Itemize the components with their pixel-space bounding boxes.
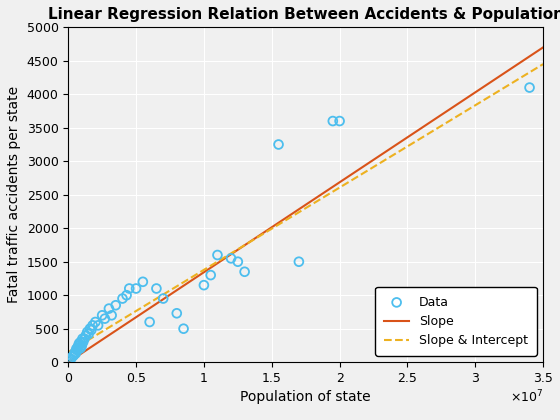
Data (74, 340, 83, 347)
Data (335, 118, 344, 124)
Data (100, 315, 109, 322)
Data (80, 336, 89, 342)
Data (111, 302, 120, 309)
Data (213, 252, 222, 258)
Title: Linear Regression Relation Between Accidents & Population: Linear Regression Relation Between Accid… (48, 7, 560, 22)
Data (138, 278, 147, 285)
Y-axis label: Fatal traffic accidents per state: Fatal traffic accidents per state (7, 86, 21, 303)
Data (179, 326, 188, 332)
Data (68, 354, 77, 360)
Data (118, 295, 127, 302)
Data (295, 258, 304, 265)
Data (145, 319, 154, 326)
Data (97, 312, 106, 319)
Data (132, 285, 141, 292)
Data (73, 347, 82, 354)
Data (78, 336, 87, 342)
X-axis label: Population of state: Population of state (240, 391, 371, 404)
Data (71, 349, 80, 355)
Data (76, 339, 85, 345)
Data (199, 282, 208, 289)
Data (70, 351, 79, 357)
Data (125, 285, 134, 292)
Data (274, 141, 283, 148)
Data (206, 272, 215, 278)
Data (240, 268, 249, 275)
Data (67, 355, 76, 362)
Data (75, 345, 84, 352)
Data (81, 332, 90, 339)
Data (71, 350, 80, 357)
Data (152, 285, 161, 292)
Data (78, 339, 87, 345)
Text: $\times10^7$: $\times10^7$ (510, 389, 543, 406)
Data (84, 331, 93, 337)
Data (87, 327, 96, 333)
Data (158, 295, 167, 302)
Data (105, 305, 114, 312)
Data (77, 342, 86, 349)
Data (328, 118, 337, 124)
Data (172, 310, 181, 317)
Data (77, 344, 86, 351)
Data (107, 312, 116, 319)
Data (74, 342, 83, 349)
Data (86, 326, 95, 332)
Data (91, 319, 100, 326)
Data (69, 352, 78, 359)
Data (234, 258, 242, 265)
Data (122, 292, 131, 299)
Data (525, 84, 534, 91)
Data (88, 322, 97, 329)
Data (73, 344, 82, 351)
Data (83, 329, 92, 336)
Data (94, 322, 102, 329)
Data (227, 255, 236, 262)
Legend: Data, Slope, Slope & Intercept: Data, Slope, Slope & Intercept (375, 287, 537, 356)
Data (72, 345, 81, 352)
